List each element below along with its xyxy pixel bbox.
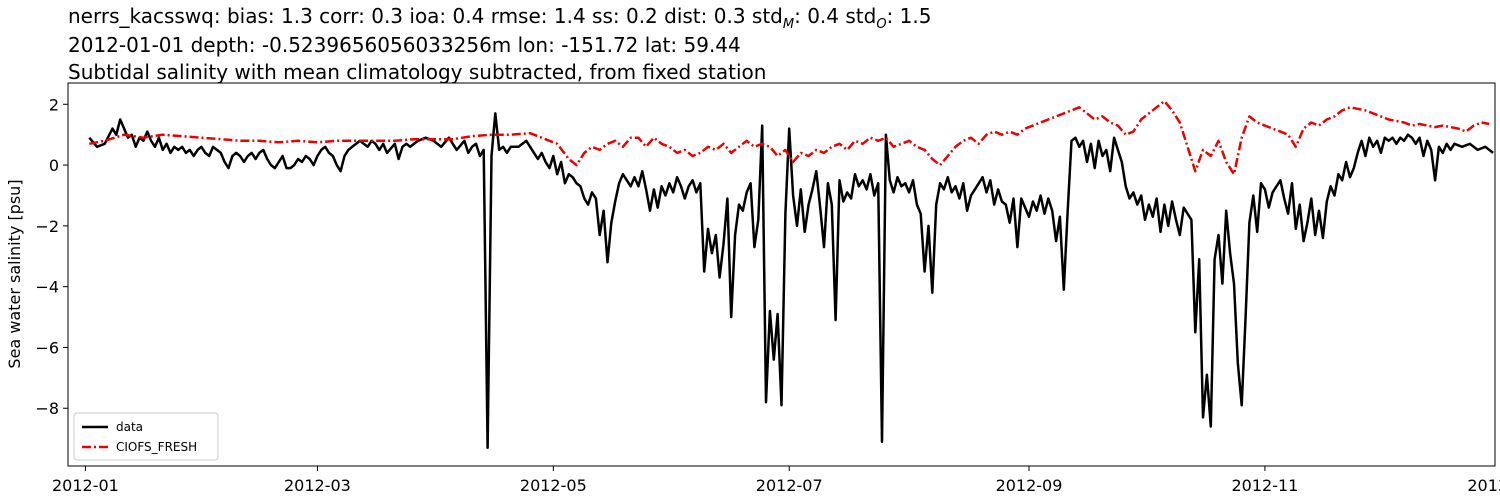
y-tick-label: −8 — [35, 399, 59, 418]
stats-text-mid: : 0.4 std — [794, 4, 877, 28]
x-tick-label: 2012-03 — [284, 476, 351, 495]
chart-title-stats: nerrs_kacsswq: bias: 1.3 corr: 0.3 ioa: … — [68, 4, 931, 37]
y-tick-label: −6 — [35, 338, 59, 357]
y-tick-label: 0 — [49, 156, 59, 175]
stats-text: nerrs_kacsswq: bias: 1.3 corr: 0.3 ioa: … — [68, 4, 783, 28]
plot-frame — [67, 82, 1496, 467]
y-tick-label: −4 — [35, 278, 59, 297]
x-tick-label: 2012-11 — [1231, 476, 1298, 495]
x-tick-label: 2013-01 — [1467, 476, 1500, 495]
chart-title-station: 2012-01-01 depth: -0.5239656056033256m l… — [68, 33, 741, 57]
x-tick-label: 2012-09 — [996, 476, 1063, 495]
x-tick-label: 2012-01 — [52, 476, 119, 495]
legend-label-data: data — [116, 420, 143, 434]
legend: data CIOFS_FRESH — [73, 412, 219, 461]
series-data-line — [88, 112, 1494, 450]
y-tick-label: 2 — [49, 95, 59, 114]
x-tick-label: 2012-05 — [520, 476, 587, 495]
legend-box — [73, 412, 219, 461]
std-model-subscript: M — [782, 17, 795, 32]
series-layer — [88, 99, 1494, 450]
series-model-line — [89, 99, 1490, 176]
legend-label-model: CIOFS_FRESH — [116, 440, 197, 454]
y-tick-label: −2 — [35, 217, 59, 236]
ticks-layer: 2 0 −2 −4 −6 −8 2012-01 2012-03 2012-05 2012-07 20… — [35, 95, 1500, 495]
y-axis-label: Sea water salinity [psu] — [5, 179, 24, 368]
chart-title-description: Subtidal salinity with mean climatology … — [68, 60, 767, 84]
std-obs-subscript: O — [876, 17, 887, 32]
x-tick-label: 2012-07 — [756, 476, 823, 495]
stats-text-end: : 1.5 — [886, 4, 932, 28]
